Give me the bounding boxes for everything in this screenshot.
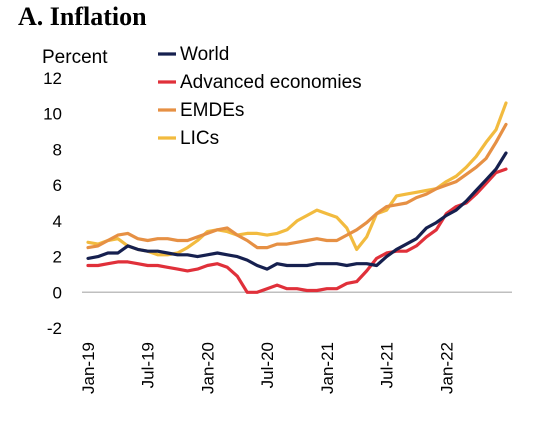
y-tick-label: 8	[53, 140, 62, 159]
x-tick-label: Jul-19	[139, 342, 158, 388]
series-lines	[86, 101, 508, 294]
x-axis: Jan-19 Jul-19 Jan-20 Jul-20 Jan-21 Jul-21 Jan-…	[79, 291, 512, 394]
y-tick-label: 2	[53, 248, 62, 267]
x-tick-label: Jan-19	[79, 342, 98, 394]
series-line-emdes	[86, 122, 508, 250]
y-tick-label: 4	[53, 212, 62, 231]
x-tick-label: Jul-20	[258, 342, 277, 388]
y-tick-label: 0	[53, 283, 62, 302]
series-line-lics	[86, 101, 508, 257]
chart-title: A. Inflation	[18, 2, 147, 31]
x-tick-label: Jul-21	[378, 342, 397, 388]
y-tick-label: 10	[43, 105, 62, 124]
series-line-world	[86, 151, 508, 271]
y-tick-label: -2	[47, 319, 62, 338]
legend-label: Advanced economies	[180, 72, 362, 93]
y-tick-label: 6	[53, 176, 62, 195]
y-tick-label: 12	[43, 69, 62, 88]
x-tick-label: Jan-22	[437, 342, 456, 394]
x-tick-label: Jan-21	[318, 342, 337, 394]
series-line-advanced-economies	[86, 167, 508, 294]
x-tick-label: Jan-20	[198, 342, 217, 394]
y-axis-ticks: -2 0 2 4 6 8 10 12	[43, 69, 62, 338]
y-axis-label: Percent	[42, 47, 108, 68]
legend-label: EMDEs	[180, 100, 244, 121]
legend-label: LICs	[180, 128, 219, 149]
legend: World Advanced economies EMDEs LICs	[158, 44, 362, 149]
legend-label: World	[180, 44, 229, 65]
